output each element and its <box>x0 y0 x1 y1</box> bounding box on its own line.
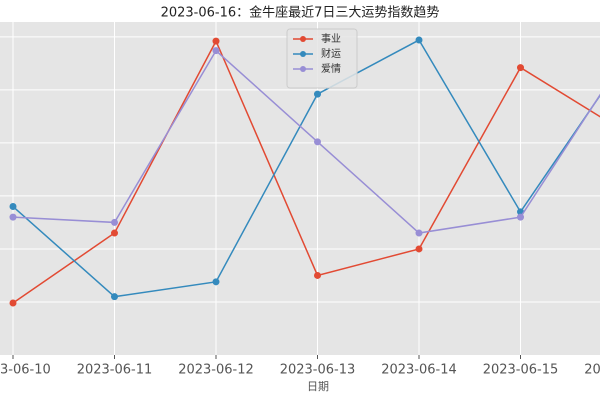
point <box>314 138 321 146</box>
x-tick-label: 2023-06-11 <box>77 363 153 378</box>
x-tick-label: 2023-06-16 <box>584 363 600 378</box>
legend-label: 爱情 <box>321 62 341 75</box>
x-tick-label: 2023-06-13 <box>280 363 356 378</box>
x-tick-label: 2023-06-14 <box>381 363 457 378</box>
point <box>517 64 524 72</box>
point <box>212 278 220 286</box>
legend-marker <box>300 36 306 42</box>
point <box>212 47 220 55</box>
point <box>9 213 17 221</box>
point <box>314 90 321 98</box>
x-tick-label: 2023-06-12 <box>178 363 254 378</box>
point <box>212 37 220 45</box>
point <box>517 213 524 221</box>
x-axis-label: 日期 <box>307 380 329 393</box>
point <box>111 293 118 301</box>
legend-label: 财运 <box>321 47 341 60</box>
point <box>415 245 423 253</box>
legend-marker <box>300 66 306 72</box>
legend-box <box>286 28 358 89</box>
point <box>9 203 17 211</box>
x-tick-label: 2023-06-15 <box>483 363 559 378</box>
point <box>415 229 423 237</box>
legend-label: 事业 <box>321 32 341 45</box>
chart-title: 2023-06-16：金牛座最近7日三大运势指数趋势 <box>161 5 440 21</box>
x-tick-label: 2023-06-10 <box>0 363 51 378</box>
point <box>111 218 118 226</box>
point <box>415 36 423 44</box>
point <box>9 299 17 307</box>
point <box>111 229 118 237</box>
legend-marker <box>300 51 306 57</box>
point <box>314 271 321 279</box>
